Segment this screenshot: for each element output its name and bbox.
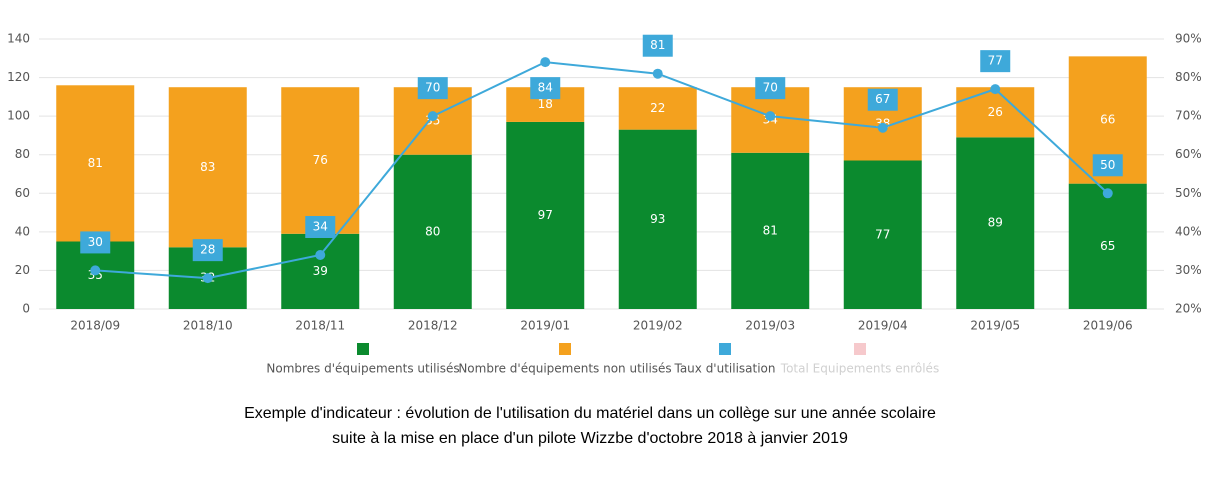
y-tick-label: 40	[15, 224, 30, 238]
data-label-box	[755, 77, 786, 100]
y-tick-label: 80	[15, 147, 30, 161]
data-label-box	[642, 34, 673, 57]
x-tick-label: 2019/01	[520, 319, 570, 333]
legend-swatch	[357, 343, 369, 355]
data-label: 70	[763, 81, 778, 95]
legend-swatch	[559, 343, 571, 355]
data-label: 66	[1100, 113, 1115, 127]
x-tick-label: 2018/12	[408, 319, 458, 333]
data-label-box	[417, 77, 448, 100]
data-label: 83	[200, 160, 215, 174]
data-label: 77	[875, 227, 890, 241]
x-tick-label: 2019/06	[1083, 319, 1133, 333]
y2-tick-label: 60%	[1175, 147, 1202, 161]
line-point	[652, 68, 663, 79]
x-tick-label: 2019/02	[633, 319, 683, 333]
y-tick-label: 0	[22, 302, 30, 316]
data-label: 89	[988, 216, 1003, 230]
line-point	[765, 111, 776, 122]
bar-segment	[168, 87, 247, 248]
x-tick-label: 2019/03	[745, 319, 795, 333]
y2-tick-label: 80%	[1175, 70, 1202, 84]
caption: Exemple d'indicateur : évolution de l'ut…	[244, 405, 936, 422]
bar-segment	[731, 152, 810, 309]
data-label: 93	[650, 212, 665, 226]
legend-swatch	[854, 343, 866, 355]
line-point	[877, 122, 888, 133]
legend-label: Nombres d'équipements utilisés	[266, 362, 459, 376]
data-label: 18	[538, 97, 553, 111]
y2-tick-label: 40%	[1175, 224, 1202, 238]
bar-segment	[618, 87, 697, 130]
bar-segment	[281, 87, 360, 234]
y-tick-label: 140	[7, 32, 30, 46]
data-label: 76	[313, 153, 328, 167]
y-tick-label: 20	[15, 263, 30, 277]
data-label: 34	[313, 220, 328, 234]
y-tick-label: 100	[7, 109, 30, 123]
data-label-box	[867, 88, 898, 111]
data-label: 97	[538, 208, 553, 222]
y-tick-label: 120	[7, 70, 30, 84]
legend-label: Taux d'utilisation	[673, 362, 775, 376]
line-point	[315, 250, 326, 260]
line-point	[990, 84, 1001, 95]
data-label: 81	[763, 223, 778, 237]
data-label: 30	[88, 235, 103, 249]
data-label-box	[192, 239, 223, 262]
data-label: 22	[650, 101, 665, 115]
data-label: 65	[1100, 239, 1115, 253]
x-tick-label: 2019/05	[970, 319, 1020, 333]
y2-tick-label: 20%	[1175, 302, 1202, 316]
data-label: 26	[988, 105, 1003, 119]
y2-tick-label: 30%	[1175, 263, 1202, 277]
y2-tick-label: 70%	[1175, 109, 1202, 123]
data-label: 81	[650, 38, 665, 52]
bar-segment	[956, 137, 1035, 309]
legend-label: Nombre d'équipements non utilisés	[458, 362, 671, 376]
bar-segment	[281, 233, 360, 309]
line-point	[90, 265, 101, 276]
line-point	[540, 57, 551, 68]
bar-segment	[1068, 183, 1147, 309]
data-label: 80	[425, 224, 440, 238]
data-label: 39	[313, 264, 328, 278]
y2-tick-label: 90%	[1175, 32, 1202, 46]
data-label-box	[80, 231, 111, 254]
data-label: 84	[538, 81, 553, 95]
y-tick-label: 60	[15, 186, 30, 200]
bar-segment	[618, 129, 697, 309]
caption: suite à la mise en place d'un pilote Wiz…	[332, 430, 848, 447]
legend-swatch	[719, 343, 731, 355]
x-tick-label: 2018/11	[295, 319, 345, 333]
data-label: 70	[425, 81, 440, 95]
data-label-box	[980, 50, 1011, 73]
data-label: 81	[88, 156, 103, 170]
line	[95, 61, 1109, 280]
bar-segment	[393, 154, 472, 309]
line-point	[427, 111, 438, 122]
bar-segment	[506, 121, 585, 309]
x-tick-label: 2018/09	[70, 319, 120, 333]
data-label: 67	[875, 92, 890, 106]
line-point	[202, 273, 213, 284]
data-label: 77	[988, 54, 1003, 68]
bar-segment	[56, 85, 135, 242]
data-label: 50	[1100, 158, 1115, 172]
bar-segment	[843, 160, 922, 309]
line-point	[1102, 188, 1113, 199]
legend-label: Total Equipements enrôlés	[780, 362, 939, 376]
y2-tick-label: 50%	[1175, 186, 1202, 200]
data-label: 28	[200, 243, 215, 257]
data-label-box	[1092, 154, 1123, 177]
data-label-box	[530, 77, 561, 100]
data-label-box	[305, 216, 336, 238]
x-tick-label: 2019/04	[858, 319, 908, 333]
x-tick-label: 2018/10	[183, 319, 233, 333]
